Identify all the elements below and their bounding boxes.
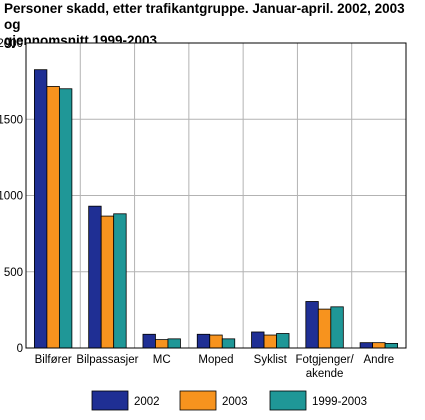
bar: [196, 333, 211, 349]
bar: [263, 334, 277, 349]
x-tick-label: Fotgjenger/: [295, 354, 354, 366]
x-tick-label: Andre: [364, 354, 395, 366]
bar: [276, 333, 290, 349]
bar: [113, 213, 127, 349]
legend-label: 2002: [134, 396, 160, 408]
y-tick-label: 1000: [0, 191, 23, 203]
x-tick-label: Syklist: [254, 354, 288, 366]
bar: [384, 343, 399, 349]
y-tick-label: 2000: [0, 38, 23, 50]
legend-swatch: [179, 390, 217, 411]
bar: [359, 342, 374, 349]
bar: [330, 306, 344, 349]
y-tick-label: 500: [4, 267, 23, 279]
legend-swatch: [91, 390, 129, 411]
bar: [58, 88, 73, 349]
bar: [221, 338, 236, 349]
bar: [155, 339, 169, 349]
bar: [46, 86, 60, 349]
bar: [251, 331, 265, 349]
x-tick-label: MC: [153, 354, 171, 366]
legend-label: 1999-2003: [312, 396, 367, 408]
y-tick-label: 0: [17, 343, 23, 355]
bar: [100, 215, 115, 349]
bar: [142, 333, 156, 349]
y-tick-label: 1500: [0, 114, 23, 126]
bar: [317, 308, 332, 349]
bar: [167, 338, 181, 349]
plot-frame: [25, 42, 407, 349]
bar: [33, 69, 48, 349]
bar: [305, 301, 319, 349]
bar: [372, 342, 386, 349]
x-tick-label: Bilpassasjer: [76, 354, 138, 366]
x-tick-label: Bilfører: [35, 354, 72, 366]
bar: [88, 205, 102, 349]
x-tick-label: Moped: [198, 354, 233, 366]
legend-label: 2003: [222, 396, 248, 408]
bar: [209, 334, 223, 349]
x-tick-label: akende: [306, 368, 344, 380]
chart-title-line-1: Personer skadd, etter trafikantgruppe. J…: [4, 1, 405, 32]
legend-swatch: [269, 390, 307, 411]
